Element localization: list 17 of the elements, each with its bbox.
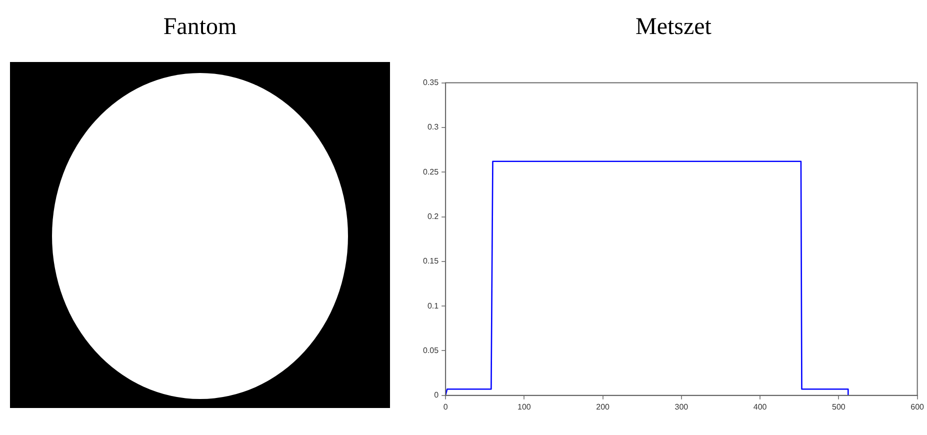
text: Fantom [162,14,238,41]
x-tick-label: 600 [910,402,925,412]
y-tick-label: 0.1 [427,301,440,310]
y-tick-label: 0.35 [422,78,440,88]
x-tick-label: 400 [753,402,768,412]
chart-title: Metszet [634,14,712,41]
y-tick-label: 0.05 [422,346,440,355]
y-tick-label: 0.15 [422,256,440,266]
x-tick-label: 0 [443,402,448,412]
x-tick-label: 200 [596,402,610,412]
y-tick-label: 0 [434,390,440,400]
y-tick-label: 0.25 [422,167,440,176]
x-tick-label: 300 [674,402,689,412]
y-tick-label: 0.3 [427,122,440,132]
x-tick-label: 100 [518,402,532,412]
y-tick-label: 0.2 [427,212,440,221]
x-tick-label: 500 [832,402,846,412]
